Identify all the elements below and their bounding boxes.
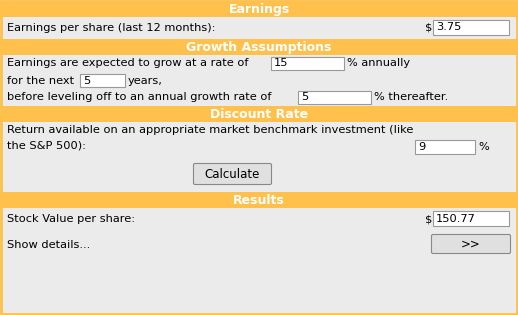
Text: before leveling off to an annual growth rate of: before leveling off to an annual growth … — [7, 93, 271, 102]
FancyBboxPatch shape — [431, 234, 511, 254]
Text: % annually: % annually — [347, 59, 410, 68]
Text: $: $ — [425, 214, 432, 224]
Bar — [433, 211, 509, 226]
Bar — [0, 39, 518, 55]
Text: Discount Rate: Discount Rate — [210, 107, 308, 121]
Bar — [0, 1, 518, 17]
Text: for the next: for the next — [7, 76, 74, 85]
Text: >>: >> — [461, 238, 481, 250]
Text: Earnings: Earnings — [228, 3, 290, 15]
Text: Calculate: Calculate — [205, 168, 260, 180]
Text: 5: 5 — [301, 93, 308, 102]
Text: 150.77: 150.77 — [436, 214, 476, 224]
Text: years,: years, — [128, 76, 163, 85]
Bar — [0, 106, 518, 122]
Bar — [80, 74, 125, 87]
Bar — [433, 20, 509, 35]
Bar — [0, 192, 518, 208]
Text: % thereafter.: % thereafter. — [374, 93, 448, 102]
Text: Earnings per share (last 12 months):: Earnings per share (last 12 months): — [7, 23, 215, 33]
Text: 3.75: 3.75 — [436, 22, 462, 32]
Text: Results: Results — [233, 193, 285, 207]
Bar — [271, 57, 344, 70]
FancyBboxPatch shape — [194, 163, 271, 185]
Text: Return available on an appropriate market benchmark investment (like: Return available on an appropriate marke… — [7, 125, 413, 135]
Text: Show details...: Show details... — [7, 240, 90, 250]
Text: Stock Value per share:: Stock Value per share: — [7, 214, 135, 224]
Bar — [298, 91, 371, 104]
Text: 15: 15 — [274, 59, 289, 68]
Text: Growth Assumptions: Growth Assumptions — [186, 41, 332, 54]
Text: %: % — [478, 142, 489, 152]
Text: the S&P 500):: the S&P 500): — [7, 140, 86, 150]
Text: Earnings are expected to grow at a rate of: Earnings are expected to grow at a rate … — [7, 59, 249, 68]
Text: 5: 5 — [83, 76, 90, 85]
Text: 9: 9 — [418, 142, 425, 152]
Text: $: $ — [425, 23, 432, 33]
Bar — [415, 140, 475, 154]
